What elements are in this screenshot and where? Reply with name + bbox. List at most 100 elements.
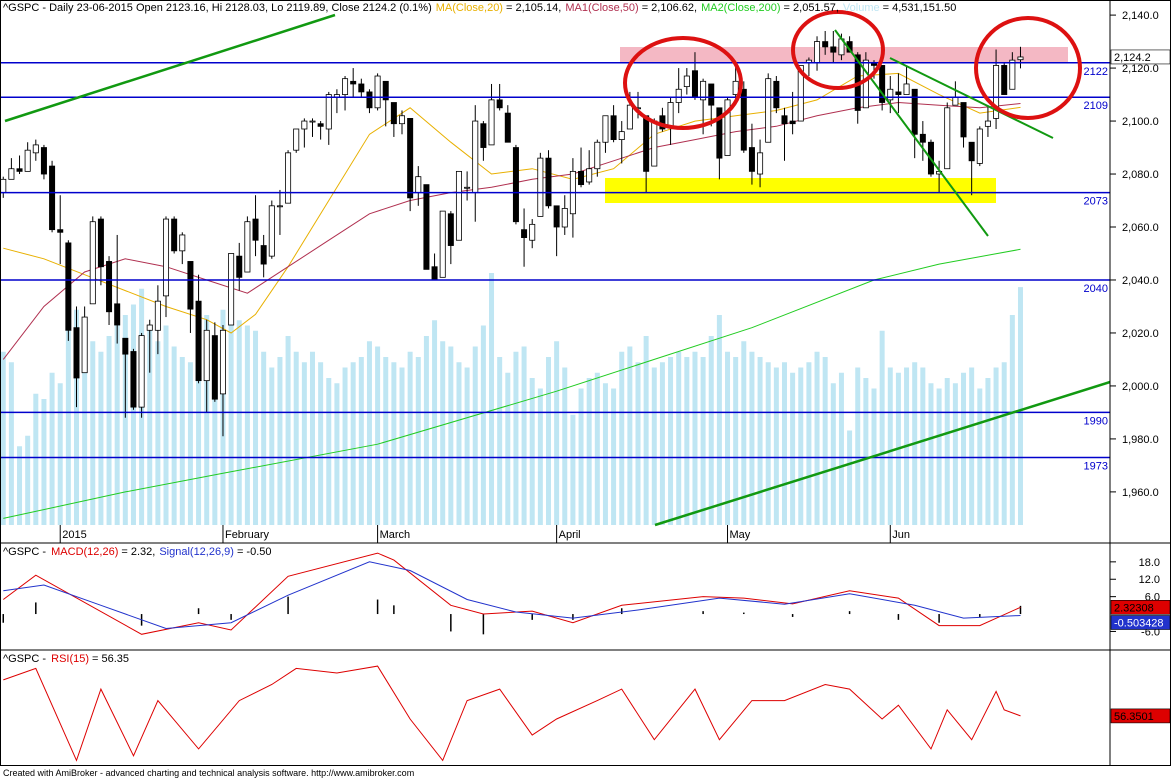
volume-bar xyxy=(643,336,649,525)
trend-line xyxy=(654,380,1111,527)
volume-bar xyxy=(366,341,372,525)
candle-body xyxy=(537,157,544,217)
candle-body xyxy=(203,329,210,382)
candle-body xyxy=(512,147,519,223)
candle-body xyxy=(757,152,764,175)
candle-body xyxy=(32,144,39,154)
legend-value: = 2,106.62, xyxy=(642,2,697,14)
candle-body xyxy=(317,123,324,127)
volume-bar xyxy=(725,351,731,525)
legend-name: Signal(12,26,9) xyxy=(159,546,234,558)
volume-bar xyxy=(733,357,739,525)
candle-body xyxy=(447,213,454,246)
candle-body xyxy=(81,316,88,374)
candle-body xyxy=(887,88,894,101)
volume-bar xyxy=(17,446,23,525)
volume-bar xyxy=(253,330,259,525)
candle-body xyxy=(8,168,15,180)
volume-bar xyxy=(269,367,275,525)
volume-bar xyxy=(480,325,486,525)
candle-body xyxy=(732,80,739,95)
volume-bar xyxy=(969,367,975,525)
candle-body xyxy=(89,221,96,305)
volume-bar xyxy=(773,367,779,525)
volume-bar xyxy=(700,357,706,525)
candle-body xyxy=(1009,59,1016,90)
candle-body xyxy=(488,99,495,146)
candle-body xyxy=(399,115,406,125)
y-tick-label: 2,000.0 xyxy=(1122,381,1159,393)
y-tick-label: 2,060.0 xyxy=(1122,222,1159,234)
highlight-circle xyxy=(974,16,1082,120)
candle-body xyxy=(211,335,218,400)
volume-bar xyxy=(993,367,999,525)
candle-body xyxy=(293,128,300,151)
volume-bar xyxy=(920,367,926,525)
candle-body xyxy=(57,229,64,233)
volume-bar xyxy=(33,393,39,525)
volume-bar xyxy=(204,315,210,525)
candle-body xyxy=(748,147,755,172)
volume-bar xyxy=(749,351,755,525)
candle-body xyxy=(464,186,471,189)
candle-body xyxy=(496,99,503,109)
volume-bar xyxy=(838,372,844,525)
candle-body xyxy=(683,75,690,88)
ma-line xyxy=(2,101,1021,360)
volume-bar xyxy=(407,351,413,525)
volume-bar xyxy=(814,351,820,525)
volume-bar xyxy=(73,309,79,525)
candle-body xyxy=(903,83,910,95)
volume-bar xyxy=(806,362,812,525)
volume-bar xyxy=(570,414,576,525)
candle-body xyxy=(773,80,780,109)
x-tick-label: 2015 xyxy=(62,529,86,541)
volume-bar xyxy=(562,367,568,525)
candle-body xyxy=(700,80,707,101)
volume-bar xyxy=(985,378,991,525)
legend-name: MA1(Close,50) xyxy=(565,2,638,14)
candle-body xyxy=(814,41,821,64)
indicator-line xyxy=(3,561,1021,630)
trend-line xyxy=(4,13,336,123)
candle-body xyxy=(504,112,511,143)
candle-body xyxy=(822,41,829,48)
candle-body xyxy=(24,149,31,172)
volume-bar xyxy=(423,336,429,525)
legend-name: Volume xyxy=(843,2,880,14)
level-label: 2040 xyxy=(1084,283,1108,295)
candle-body xyxy=(578,170,585,186)
volume-bar xyxy=(928,383,934,525)
candle-body xyxy=(260,245,267,265)
candle-body xyxy=(358,83,365,93)
candle-body xyxy=(0,178,7,193)
candle-body xyxy=(276,205,283,208)
trend-line xyxy=(834,29,989,237)
candle-body xyxy=(187,261,194,310)
volume-bar xyxy=(602,383,608,525)
volume-bar xyxy=(326,378,332,525)
candle-body xyxy=(195,300,202,382)
volume-bar xyxy=(0,351,6,525)
volume-bar xyxy=(863,378,869,525)
y-tick-label: 12.0 xyxy=(1139,574,1160,586)
rsi-header: ^GSPC - RSI(15) = 56.35 xyxy=(3,653,129,665)
volume-bar xyxy=(212,336,218,525)
candle-body xyxy=(309,120,316,123)
x-tick-label: April xyxy=(559,529,581,541)
trend-line xyxy=(889,57,1054,139)
volume-bar xyxy=(277,357,283,525)
volume-bar xyxy=(887,367,893,525)
volume-bar xyxy=(106,336,112,525)
candle-body xyxy=(765,78,772,143)
candle-body xyxy=(993,65,1000,119)
level-label: 1973 xyxy=(1084,460,1108,472)
candle-body xyxy=(797,65,804,122)
volume-bar xyxy=(822,357,828,525)
volume-bar xyxy=(692,351,698,525)
candle-body xyxy=(455,170,462,241)
level-label: 2073 xyxy=(1084,196,1108,208)
volume-bar xyxy=(489,273,495,525)
